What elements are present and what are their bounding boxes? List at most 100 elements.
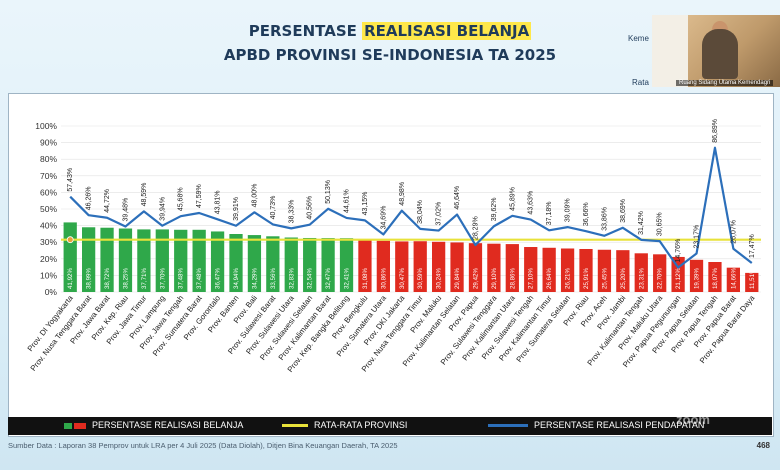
bar (726, 267, 740, 292)
y-tick-label: 100% (35, 121, 57, 131)
bar-value-label: 34,29% (251, 268, 258, 289)
bar-value-label: 11,51% (749, 268, 756, 289)
line-value-label: 43,63% (528, 191, 535, 215)
bar-value-label: 30,47% (399, 268, 406, 289)
bar (321, 238, 335, 292)
legend-green-swatch (64, 423, 72, 429)
legend-line-swatch (488, 424, 528, 427)
bar-value-label: 27,10% (528, 268, 535, 289)
bar (468, 243, 483, 292)
line-value-label: 34,69% (380, 206, 387, 230)
bar (118, 228, 133, 292)
line-value-label: 50,13% (325, 180, 332, 204)
bar-value-label: 32,54% (307, 268, 314, 289)
bar-value-label: 25,91% (583, 268, 590, 289)
bar (192, 229, 206, 292)
line-value-label: 48,59% (141, 183, 148, 207)
line-value-label: 33,86% (601, 207, 608, 231)
y-tick-label: 30% (40, 237, 57, 247)
legend-avg-swatch (282, 424, 308, 427)
legend-red-swatch (74, 423, 86, 429)
bar (376, 240, 390, 292)
line-value-label: 48,98% (399, 182, 406, 206)
video-caption: Ruang Sidang Utama Kemendagri (676, 80, 774, 86)
bar (487, 243, 501, 292)
bar-value-label: 25,45% (601, 268, 608, 289)
y-tick-label: 60% (40, 187, 57, 197)
line-value-label: 45,68% (178, 187, 185, 211)
bar-value-label: 37,70% (159, 268, 166, 289)
bar-value-label: 23,31% (638, 268, 645, 289)
line-value-label: 30,65% (657, 212, 664, 236)
bar-value-label: 32,47% (325, 268, 332, 289)
line-value-label: 46,26% (86, 186, 93, 210)
line-value-label: 23,17% (694, 225, 701, 249)
line-value-label: 43,15% (362, 192, 369, 216)
video-thumbnail[interactable]: Ruang Sidang Utama Kemendagri (652, 15, 780, 87)
bar (229, 233, 243, 292)
video-label-bottom: Rata (632, 78, 649, 87)
line-value-label: 40,73% (270, 196, 277, 220)
bar (450, 242, 464, 292)
bar (339, 238, 354, 292)
line-value-label: 44,61% (344, 189, 351, 213)
bar (616, 250, 630, 292)
legend-rata: RATA-RATA PROVINSI (314, 420, 408, 430)
bar-value-label: 31,08% (362, 268, 369, 289)
title-highlight: REALISASI BELANJA (362, 22, 532, 40)
bar-value-label: 19,39% (694, 268, 701, 289)
bar (505, 244, 519, 292)
bar (266, 236, 280, 292)
bar-value-label: 38,99% (86, 268, 93, 289)
line-value-label: 48,00% (251, 184, 258, 208)
bar (100, 227, 114, 292)
bar-value-label: 37,48% (196, 268, 203, 289)
bar (597, 249, 612, 292)
line-value-label: 17,47% (749, 234, 756, 258)
bar (358, 240, 372, 292)
legend-pendapatan: PERSENTASE REALISASI PENDAPATAN (534, 420, 705, 430)
line-value-label: 37,02% (436, 202, 443, 226)
bar (524, 247, 538, 292)
title-prefix: PERSENTASE (248, 22, 363, 40)
bar-value-label: 37,48% (178, 268, 185, 289)
line-value-label: 36,66% (583, 202, 590, 226)
bar-value-label: 29,10% (491, 268, 498, 289)
bar-value-label: 29,42% (472, 268, 479, 289)
line-value-label: 38,33% (288, 200, 295, 224)
y-tick-label: 70% (40, 171, 57, 181)
bar-value-label: 30,59% (417, 268, 424, 289)
bar (210, 231, 225, 292)
zoom-watermark: zoom (676, 412, 710, 427)
video-background (652, 15, 688, 87)
bar (560, 248, 575, 292)
chart-panel: 0% 10% 20% 30% 40% 50% 60% 70% 80% 90% 100% 41,92% 3… (8, 93, 774, 437)
bar-value-label: 29,84% (454, 268, 461, 289)
bar-value-label: 18,07% (712, 268, 719, 289)
bar (745, 272, 759, 292)
line-value-label: 45,89% (509, 187, 516, 211)
line-value-label: 39,62% (491, 197, 498, 221)
line-value-label: 46,64% (454, 186, 461, 210)
y-tick-label: 80% (40, 154, 57, 164)
line-value-label: 40,56% (307, 196, 314, 220)
bar-value-label: 33,56% (270, 268, 277, 289)
bar (82, 227, 96, 292)
bar-value-label: 28,86% (509, 268, 516, 289)
legend: PERSENTASE REALISASI BELANJA RATA-RATA P… (8, 417, 772, 435)
line-value-label: 47,59% (196, 184, 203, 208)
line-value-label: 38,04% (417, 200, 424, 224)
bar (413, 241, 427, 292)
bar-value-label: 37,71% (141, 268, 148, 289)
line-value-label: 37,18% (546, 202, 553, 226)
y-tick-label: 40% (40, 221, 57, 231)
line-value-label: 57,43% (67, 168, 74, 192)
line-value-label: 26,07% (730, 220, 737, 244)
y-tick-label: 90% (40, 138, 57, 148)
line-value-label: 39,94% (159, 197, 166, 221)
speaker-figure (702, 29, 738, 79)
bar-value-label: 14,66% (730, 268, 737, 289)
y-tick-label: 50% (40, 204, 57, 214)
bar-value-label: 38,72% (104, 268, 111, 289)
average-marker (66, 236, 74, 244)
